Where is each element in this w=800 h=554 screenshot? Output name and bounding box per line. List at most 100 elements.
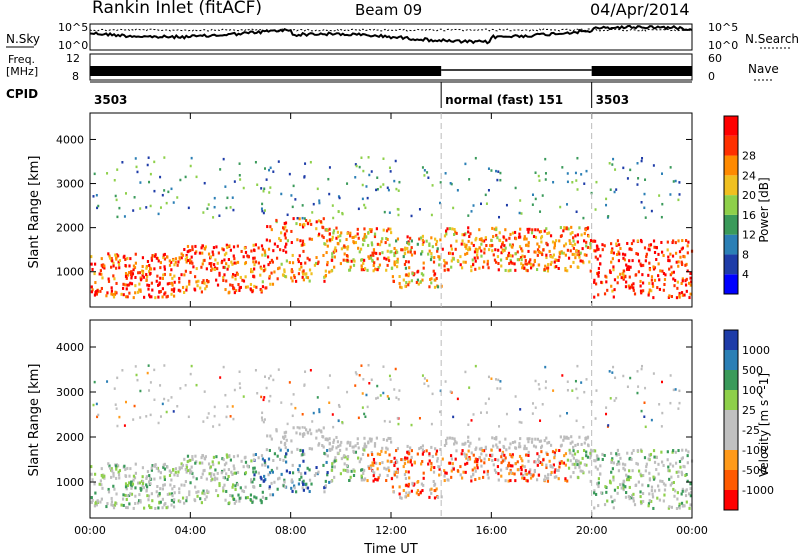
- velocity-cell: [270, 468, 273, 472]
- power-cell: [519, 235, 522, 239]
- power-cell: [685, 262, 688, 266]
- power-cell: [145, 265, 148, 269]
- power-cell: [438, 257, 441, 261]
- velocity-cell: [99, 479, 102, 483]
- power-cell: [146, 163, 149, 167]
- velocity-cell: [395, 449, 398, 453]
- velocity-cell: [185, 463, 188, 467]
- velocity-cell: [161, 506, 164, 510]
- velocity-cell: [499, 380, 502, 383]
- velocity-cell: [351, 445, 354, 449]
- power-cell: [616, 239, 620, 243]
- velocity-cell: [252, 453, 255, 457]
- power-cell: [495, 226, 498, 230]
- power-cell: [689, 283, 692, 287]
- power-cell: [404, 266, 408, 270]
- power-cell: [387, 227, 390, 231]
- power-cell: [497, 261, 500, 265]
- power-cell: [566, 248, 569, 252]
- velocity-cell: [580, 442, 583, 446]
- power-cell: [577, 249, 580, 253]
- velocity-cell: [571, 453, 574, 457]
- power-cell: [139, 207, 142, 210]
- velocity-cell: [272, 378, 275, 382]
- velocity-cell: [531, 437, 534, 441]
- velocity-cell: [376, 478, 379, 482]
- velocity-cell: [661, 380, 664, 384]
- velocity-cell: [508, 446, 511, 450]
- power-cell: [304, 261, 307, 265]
- velocity-cell: [525, 472, 528, 476]
- power-cell: [236, 272, 239, 276]
- power-cell: [210, 262, 213, 266]
- velocity-cell: [234, 471, 237, 475]
- velocity-cell: [150, 492, 153, 496]
- power-cell: [393, 263, 396, 267]
- power-cell: [523, 266, 526, 270]
- power-cell: [610, 250, 613, 254]
- power-cell: [426, 171, 429, 174]
- power-cell: [527, 230, 530, 234]
- velocity-cell: [101, 475, 104, 479]
- power-cell: [376, 257, 379, 261]
- velocity-cell: [578, 463, 581, 467]
- velocity-cell: [564, 463, 567, 467]
- velocity-cell: [641, 483, 644, 487]
- velocity-cell: [203, 457, 207, 461]
- power-cell: [330, 269, 333, 273]
- power-cell: [468, 178, 471, 181]
- power-cell: [421, 234, 425, 238]
- power-cell: [173, 274, 176, 278]
- power-cell: [523, 235, 526, 239]
- power-cell: [681, 277, 684, 281]
- power-cell: [444, 261, 447, 265]
- velocity-cell: [398, 492, 401, 496]
- velocity-cell: [393, 388, 396, 391]
- power-cell: [291, 205, 294, 209]
- power-cell: [589, 239, 593, 243]
- power-cell: [557, 258, 560, 262]
- velocity-cell: [514, 395, 517, 398]
- power-cell: [470, 265, 473, 269]
- velocity-cell: [497, 472, 500, 476]
- power-cell: [154, 296, 157, 300]
- power-cell: [407, 272, 411, 276]
- velocity-cell: [613, 399, 616, 402]
- power-cell: [660, 240, 663, 244]
- power-cell: [451, 227, 454, 231]
- velocity-cell: [378, 473, 382, 477]
- power-cell: [262, 189, 265, 193]
- velocity-cell: [233, 467, 236, 471]
- velocity-cell: [546, 479, 550, 483]
- velocity-cell: [650, 489, 653, 493]
- velocity-cell: [408, 476, 411, 480]
- velocity-cell: [644, 425, 647, 429]
- velocity-cell: [450, 457, 453, 461]
- power-cell: [581, 259, 584, 263]
- velocity-cell: [263, 375, 266, 378]
- power-cell: [338, 196, 341, 200]
- power-cell: [666, 240, 669, 244]
- velocity-cell: [544, 474, 547, 478]
- power-cell: [132, 264, 136, 268]
- power-cell: [301, 243, 304, 247]
- power-cell: [652, 267, 656, 271]
- velocity-cell: [153, 464, 156, 468]
- velocity-cell: [173, 498, 176, 502]
- velocity-cell: [619, 456, 622, 460]
- power-cell: [517, 235, 521, 239]
- power-cell: [265, 238, 268, 242]
- power-cell: [150, 295, 153, 299]
- velocity-cell: [567, 466, 571, 470]
- velocity-cell: [263, 396, 266, 399]
- power-cell: [497, 248, 500, 252]
- velocity-cell: [631, 469, 634, 473]
- velocity-cell: [422, 476, 425, 480]
- velocity-cell: [597, 477, 601, 481]
- power-cell: [533, 260, 536, 264]
- power-cell: [400, 286, 403, 290]
- power-cell: [432, 269, 435, 273]
- velocity-cell: [523, 444, 526, 448]
- velocity-cell: [653, 455, 656, 459]
- power-cell: [611, 163, 614, 166]
